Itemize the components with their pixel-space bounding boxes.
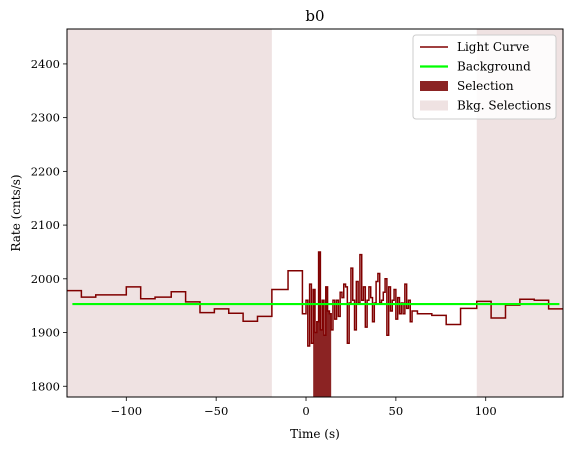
- x-tick-label: 0: [302, 404, 309, 418]
- y-tick-label: 1900: [31, 326, 60, 340]
- x-tick-label: −50: [204, 404, 228, 418]
- y-tick-label: 2400: [31, 57, 60, 71]
- legend-swatch-bkg-selections: [420, 100, 448, 111]
- legend-label-background: Background: [457, 60, 531, 74]
- light-curve-line: [67, 251, 563, 347]
- x-tick-label: 50: [389, 404, 404, 418]
- x-axis-label: Time (s): [290, 427, 340, 441]
- y-tick-label: 2100: [31, 218, 60, 232]
- y-tick-label: 2200: [31, 164, 60, 178]
- y-tick-label: 1800: [31, 379, 60, 393]
- legend-swatch-selection: [420, 81, 448, 91]
- bkg-selection-1: [67, 29, 272, 397]
- legend-label-selection: Selection: [457, 79, 514, 93]
- legend: Light Curve Background Selection Bkg. Selec…: [412, 34, 557, 120]
- legend-label-light-curve: Light Curve: [457, 40, 529, 54]
- y-tick-label: 2000: [31, 272, 60, 286]
- legend-box: [412, 34, 557, 120]
- x-axis-ticks: −100 −50 0 50 100: [111, 397, 497, 418]
- y-axis-ticks: 1800 1900 2000 2100 2200 2300 2400: [31, 57, 67, 393]
- plot-frame: [66, 28, 564, 398]
- light-curve-series: [67, 251, 563, 347]
- x-tick-label: −100: [111, 404, 143, 418]
- x-tick-label: 100: [475, 404, 497, 418]
- y-axis-label: Rate (cnts/s): [9, 174, 23, 251]
- y-tick-label: 2300: [31, 111, 60, 125]
- chart-title: b0: [305, 7, 324, 25]
- legend-label-bkg-selections: Bkg. Selections: [457, 99, 551, 113]
